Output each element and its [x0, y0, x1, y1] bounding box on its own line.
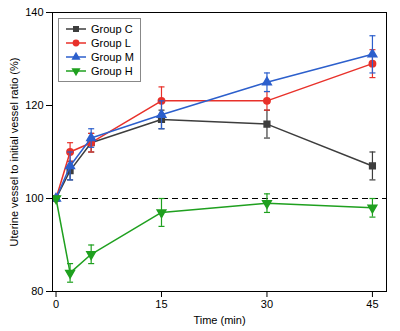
- svg-text:120: 120: [25, 99, 43, 111]
- svg-text:100: 100: [25, 192, 43, 204]
- html-text:Group L: Group L: [91, 37, 131, 49]
- svg-text:0: 0: [53, 298, 59, 310]
- svg-text:Uterine vessel to initial vess: Uterine vessel to initial vessel ratio (…: [8, 58, 20, 247]
- svg-text:45: 45: [366, 298, 378, 310]
- html-text:Group M: Group M: [91, 51, 134, 63]
- svg-text:15: 15: [155, 298, 167, 310]
- html-text:Group H: Group H: [91, 65, 133, 77]
- svg-text:80: 80: [31, 285, 43, 297]
- svg-text:140: 140: [25, 6, 43, 18]
- svg-text:30: 30: [261, 298, 273, 310]
- html-text:Group C: Group C: [91, 23, 133, 35]
- svg-text:Time (min): Time (min): [193, 314, 245, 326]
